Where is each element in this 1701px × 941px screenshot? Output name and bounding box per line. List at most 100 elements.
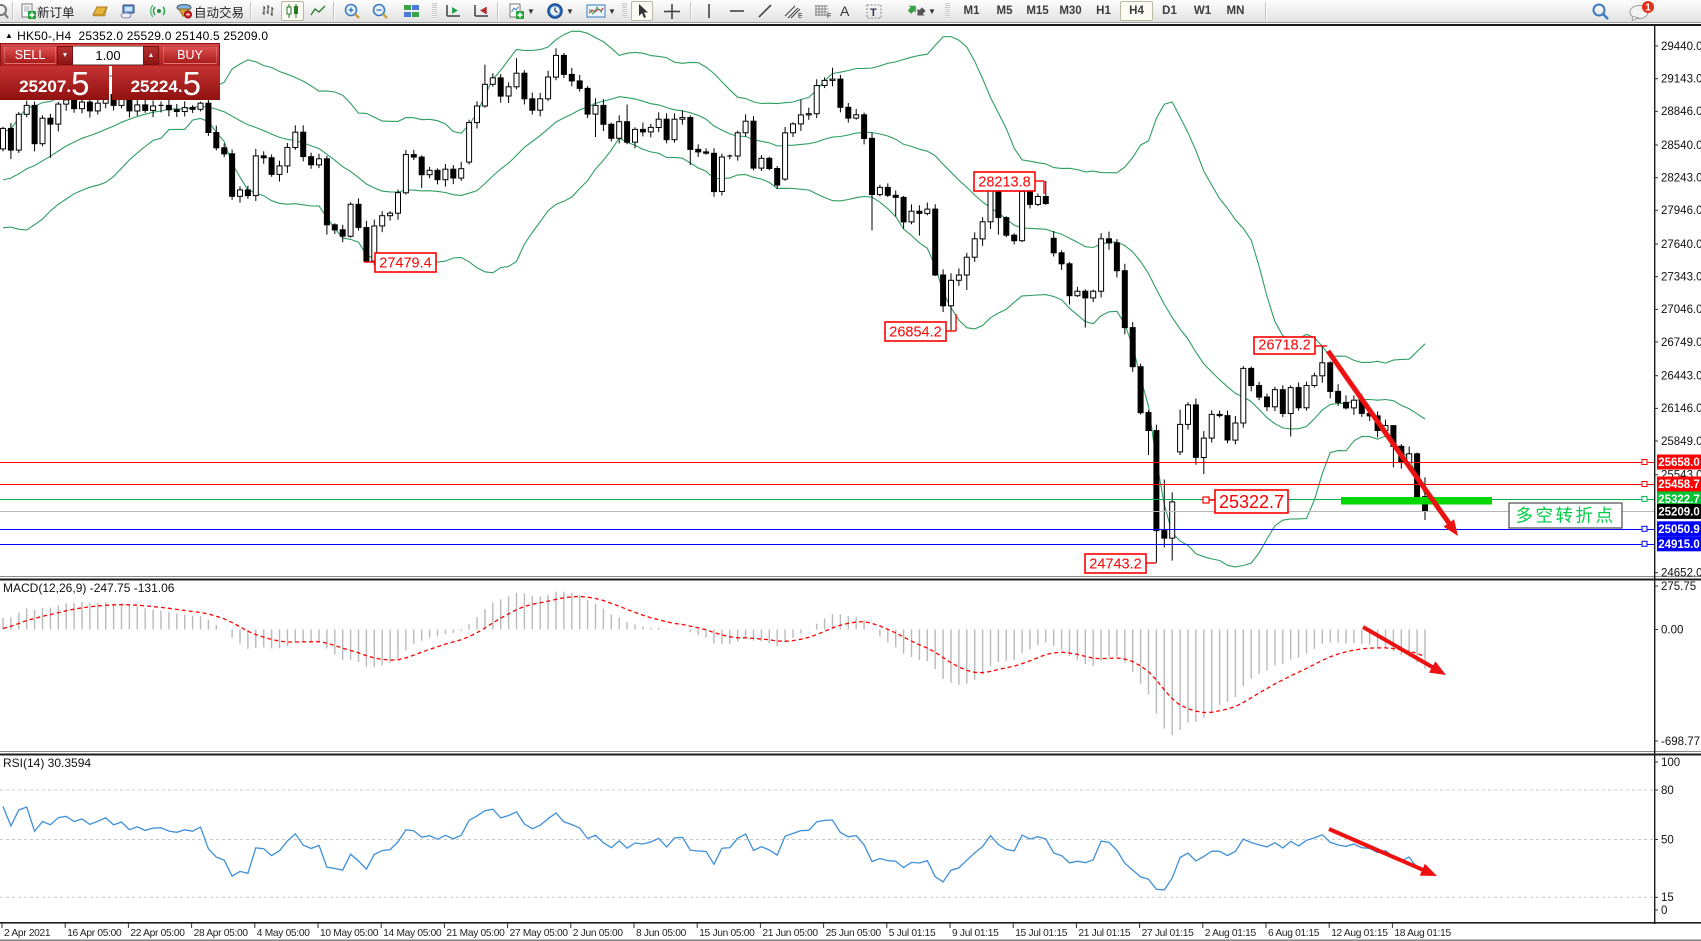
indicators-button[interactable]: ▼ — [505, 1, 538, 21]
zoom-in-button[interactable] — [340, 1, 364, 21]
bear-candle — [1343, 401, 1349, 409]
search-icon — [1592, 3, 1609, 20]
trend-arrow-shaft[interactable] — [1328, 827, 1427, 874]
trendline-tool-button[interactable] — [754, 1, 776, 21]
toolbar-grip[interactable] — [945, 3, 950, 19]
bull-candle — [1200, 437, 1207, 459]
time-tick-label: 15 Jun 05:00 — [699, 928, 755, 939]
arrow-shapes-icon — [908, 5, 926, 16]
line-handle[interactable] — [1641, 525, 1648, 532]
dropdown-arrow-icon[interactable]: ▼ — [928, 6, 936, 16]
chart-area: ▲ HK50-,H4 25352.0 25529.0 25140.5 25209.… — [0, 26, 1701, 941]
crosshair-tool-button[interactable] — [660, 1, 684, 21]
note-box[interactable] — [1508, 502, 1623, 529]
dropdown-arrow-icon[interactable]: ▼ — [608, 6, 616, 16]
separator-line[interactable] — [0, 578, 1701, 581]
arrows-tool-button[interactable]: ▼ — [905, 1, 939, 21]
price-tick-label: 26443.0 — [1661, 371, 1701, 383]
separator-line[interactable] — [0, 753, 1701, 756]
green-trend-segment[interactable] — [1341, 497, 1492, 505]
swing-label-box[interactable] — [1253, 336, 1316, 355]
tile-windows-button[interactable] — [400, 1, 423, 21]
horizontal-line-tool-button[interactable] — [726, 1, 748, 21]
fibonacci-tool-button[interactable]: F — [810, 1, 834, 21]
toolbar-grip[interactable] — [622, 3, 627, 19]
bull-candle — [592, 104, 599, 115]
trend-arrow-shaft[interactable] — [1361, 625, 1437, 671]
buy-price-panel[interactable]: 25224. 5 — [111, 66, 220, 100]
bear-candle — [1066, 263, 1073, 297]
sell-button[interactable]: SELL — [4, 46, 56, 64]
swing-label-box[interactable] — [973, 171, 1036, 192]
channel-tool-button[interactable]: E — [781, 1, 805, 21]
line-chart-mode-button[interactable] — [307, 1, 330, 21]
sell-price-panel[interactable]: 25207. 5 — [0, 66, 109, 100]
line-handle[interactable] — [1641, 495, 1648, 502]
text-tool-button[interactable]: A — [840, 1, 849, 21]
vertical-line-tool-button[interactable] — [699, 1, 719, 21]
templates-button[interactable]: ▼ — [583, 1, 619, 21]
chart-shift-button[interactable] — [469, 1, 494, 21]
zoom-out-button[interactable] — [368, 1, 392, 21]
timeframe-m5-button[interactable]: M5 — [996, 5, 1013, 17]
timeframe-m30-button[interactable]: M30 — [1059, 5, 1082, 17]
bull-candle — [292, 131, 299, 148]
candlestick-mode-button[interactable] — [281, 1, 304, 21]
buy-button[interactable]: BUY — [163, 46, 217, 64]
auto-trading-button[interactable]: 自动交易 — [172, 1, 247, 21]
time-tick-label: 21 Jul 01:15 — [1078, 928, 1131, 939]
line-handle[interactable] — [1641, 481, 1648, 487]
new-order-icon — [21, 3, 36, 19]
line-handle[interactable] — [1641, 540, 1648, 547]
collapse-triangle-icon[interactable]: ▲ — [5, 31, 14, 40]
volume-increase-button[interactable]: ▲ — [143, 46, 159, 65]
bear-candle — [497, 77, 504, 97]
bull-candle — [1185, 404, 1191, 425]
price-tick-label: 27046.0 — [1661, 304, 1701, 316]
price-axis-border — [1654, 25, 1656, 924]
notifications-button[interactable]: 1 — [1624, 1, 1660, 21]
text-label-tool-button[interactable]: T — [862, 1, 887, 21]
cursor-tool-button[interactable] — [631, 1, 653, 21]
bull-candle — [647, 126, 654, 133]
bull-candle — [316, 158, 322, 166]
equidistant-channel-icon: E — [784, 5, 802, 19]
timeframe-m15-button[interactable]: M15 — [1026, 5, 1049, 17]
volume-input[interactable]: 1.00 — [73, 46, 143, 65]
trend-arrow-shaft[interactable] — [1325, 349, 1454, 528]
dropdown-arrow-icon[interactable]: ▼ — [527, 6, 535, 16]
bull-candle — [458, 168, 465, 179]
timeframe-d1-button[interactable]: D1 — [1162, 5, 1177, 17]
candles-layer — [0, 48, 1428, 563]
line-handle[interactable] — [1641, 459, 1648, 465]
new-order-button[interactable]: 新订单 — [17, 1, 78, 21]
market-watch-button[interactable] — [88, 1, 112, 21]
swing-label-box[interactable] — [1084, 553, 1147, 574]
bear-candle — [774, 168, 781, 186]
search-button[interactable] — [1588, 1, 1613, 21]
swing-label-box[interactable] — [1214, 489, 1289, 514]
bull-candle — [387, 212, 394, 217]
price-tag-label: 24915.0 — [1658, 539, 1700, 551]
swing-label-box[interactable] — [374, 252, 437, 273]
time-tick-label: 8 Jun 05:00 — [636, 928, 687, 939]
volume-decrease-button[interactable]: ▼ — [57, 46, 73, 65]
timeframe-h4-button[interactable]: H4 — [1120, 1, 1153, 21]
separator-line[interactable] — [0, 576, 1701, 577]
toolbar-grip[interactable] — [432, 3, 437, 19]
bull-candle — [276, 165, 283, 175]
bear-candle — [47, 117, 54, 125]
community-button[interactable] — [117, 1, 141, 21]
timeframe-h1-button[interactable]: H1 — [1096, 5, 1111, 17]
auto-scroll-button[interactable] — [441, 1, 466, 21]
timeframe-w1-button[interactable]: W1 — [1193, 5, 1212, 17]
signals-button[interactable] — [147, 1, 171, 21]
swing-label-box[interactable] — [884, 321, 947, 342]
timeframe-m1-button[interactable]: M1 — [963, 5, 980, 17]
bar-chart-mode-button[interactable] — [257, 1, 280, 21]
dropdown-arrow-icon[interactable]: ▼ — [566, 6, 574, 16]
periods-button[interactable]: ▼ — [543, 1, 577, 21]
separator-line[interactable] — [0, 751, 1701, 752]
timeframe-mn-button[interactable]: MN — [1226, 5, 1245, 17]
